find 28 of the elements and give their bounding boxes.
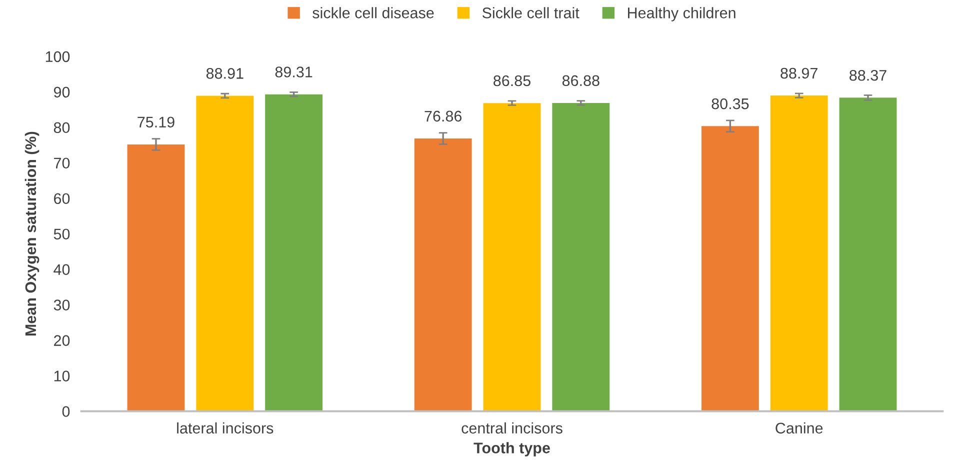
data-label: 80.35 [712,98,749,110]
y-tick-label: 80 [54,122,70,134]
y-tick-label: 20 [54,335,70,346]
y-tick-label: 10 [54,370,70,382]
data-label: 88.37 [850,70,886,81]
y-tick-label: 90 [54,86,70,98]
data-label: 86.88 [562,75,600,86]
y-tick-label: 30 [54,300,70,310]
y-tick-label: 70 [54,158,70,169]
data-label: 89.31 [275,66,312,78]
data-label: 88.97 [780,68,818,79]
legend-label: sickle cell disease [312,7,434,18]
legend-label: Healthy children [628,7,736,22]
x-tick-label: lateral incisors [177,422,274,434]
y-tick-label: 100 [46,51,70,62]
x-tick-label: central incisors [462,422,562,434]
data-label: 76.86 [424,110,462,122]
data-label: 88.91 [206,68,244,79]
data-label: 75.19 [138,116,174,128]
y-axis-title: Mean Oxygen saturation (%) [24,132,40,336]
data-label: 86.85 [494,75,530,86]
x-axis-title: Tooth type [474,442,550,456]
y-tick-label: 40 [54,264,70,275]
y-tick-label: 60 [54,193,70,204]
x-tick-label: Canine [776,422,823,434]
y-tick-label: 50 [54,228,70,240]
y-tick-label: 0 [62,406,70,417]
legend-label: Sickle cell trait [482,7,580,18]
